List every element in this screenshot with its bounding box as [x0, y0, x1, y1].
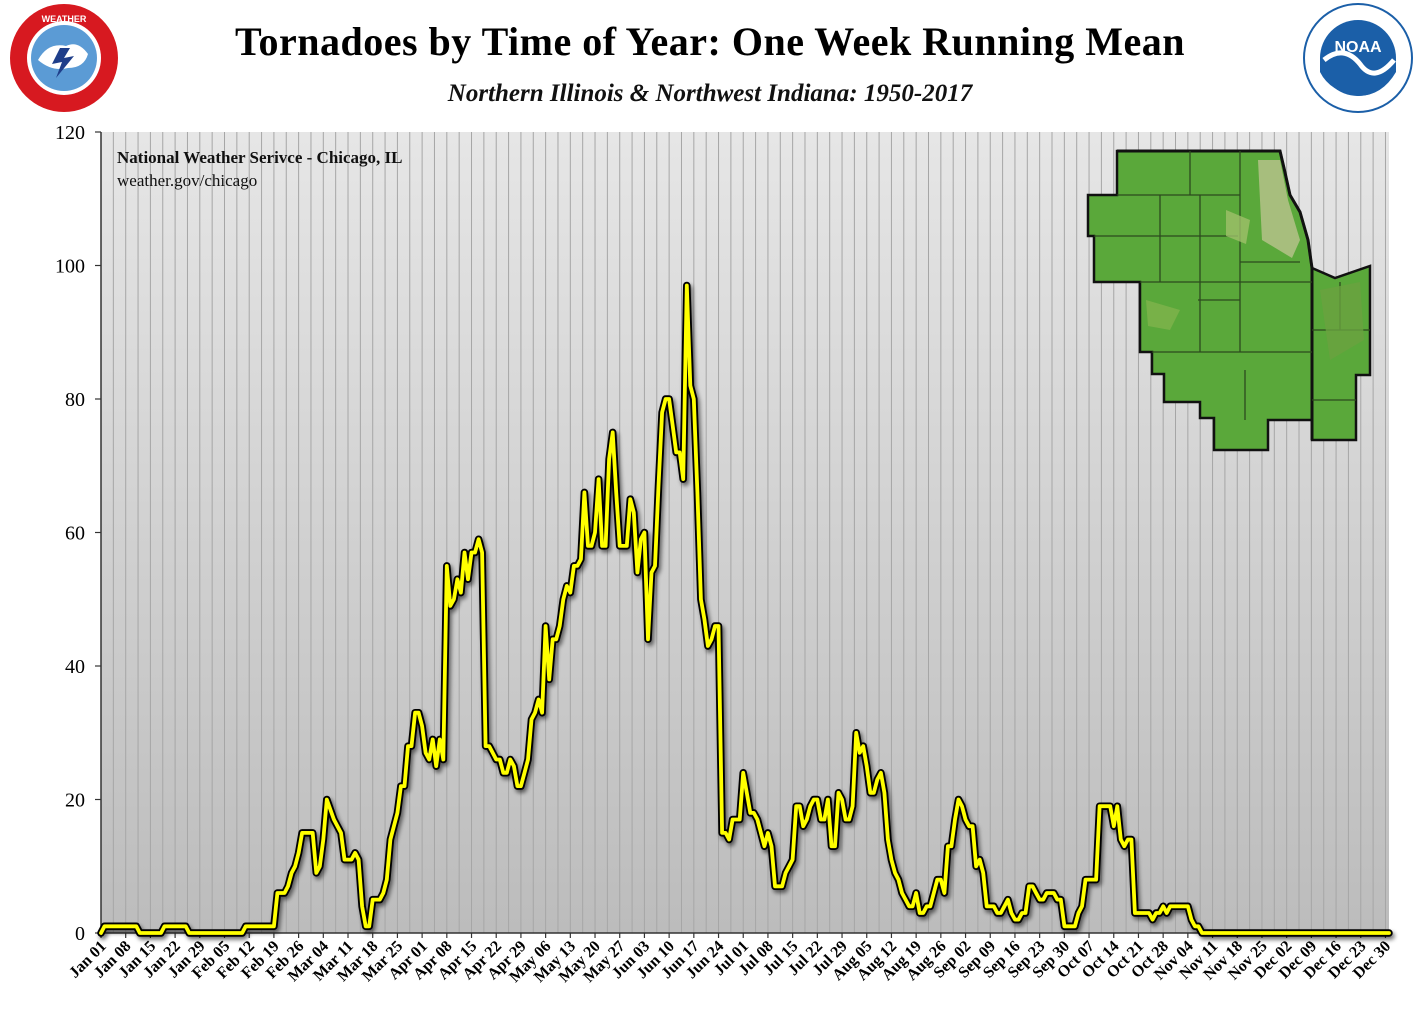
y-tick-label: 120 — [55, 122, 85, 144]
chart-title: Tornadoes by Time of Year: One Week Runn… — [234, 19, 1186, 64]
y-tick-label: 20 — [65, 790, 85, 812]
y-tick-label: 40 — [65, 656, 85, 678]
noaa-logo: NOAA — [1302, 2, 1414, 114]
credit-line-2: weather.gov/chicago — [117, 171, 257, 190]
noaa-logo-text: NOAA — [1334, 39, 1382, 56]
nws-logo-icon: WEATHER — [10, 4, 118, 112]
y-axis-ticks: 0 20 40 60 80 100 120 — [55, 122, 101, 945]
series-line — [99, 283, 1391, 935]
credit-line-1: National Weather Serivce - Chicago, IL — [117, 148, 403, 167]
credit-block: National Weather Serivce - Chicago, IL w… — [117, 148, 403, 190]
nws-logo: WEATHER — [8, 2, 120, 114]
y-tick-label: 60 — [65, 523, 85, 545]
northern-illinois-northwest-indiana-map-icon — [1086, 149, 1372, 452]
inset-map — [1086, 149, 1372, 452]
chart-subtitle: Northern Illinois & Northwest Indiana: 1… — [447, 80, 973, 107]
y-tick-label: 100 — [55, 256, 85, 278]
noaa-logo-icon: NOAA — [1303, 3, 1413, 113]
svg-text:WEATHER: WEATHER — [42, 14, 87, 24]
y-tick-label: 80 — [65, 389, 85, 411]
series-group — [97, 281, 1393, 937]
y-tick-label: 0 — [75, 923, 85, 945]
